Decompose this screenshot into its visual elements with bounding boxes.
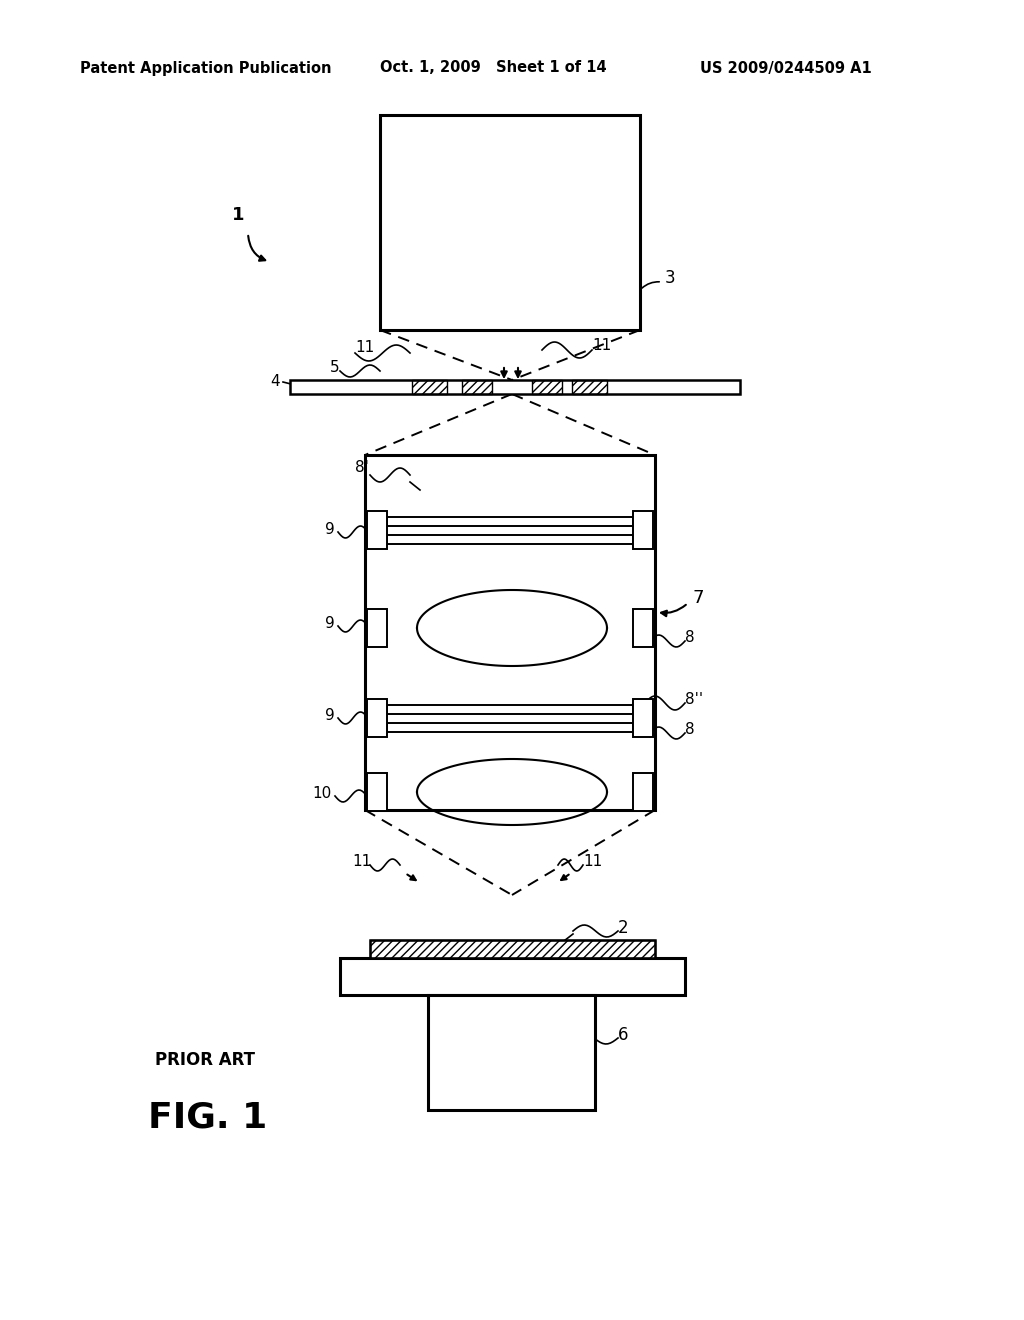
Text: 11: 11 xyxy=(355,341,374,355)
Text: 2: 2 xyxy=(618,919,629,937)
Bar xyxy=(633,511,653,549)
Text: 4: 4 xyxy=(270,375,280,389)
Text: 6: 6 xyxy=(618,1026,629,1044)
Bar xyxy=(572,380,607,393)
Text: 11: 11 xyxy=(352,854,372,870)
Bar xyxy=(290,380,740,393)
Text: 8: 8 xyxy=(685,722,694,738)
Text: 8': 8' xyxy=(355,461,369,475)
Text: PRIOR ART: PRIOR ART xyxy=(155,1051,255,1069)
Text: 11: 11 xyxy=(592,338,611,352)
Text: 11: 11 xyxy=(583,854,602,870)
Text: FIG. 1: FIG. 1 xyxy=(148,1101,267,1135)
Bar xyxy=(370,940,655,958)
Text: Oct. 1, 2009   Sheet 1 of 14: Oct. 1, 2009 Sheet 1 of 14 xyxy=(380,61,606,75)
Bar xyxy=(387,722,633,731)
Text: 5: 5 xyxy=(330,359,340,375)
Text: 8'': 8'' xyxy=(685,693,703,708)
Bar xyxy=(387,705,633,714)
Bar xyxy=(532,380,562,393)
Text: US 2009/0244509 A1: US 2009/0244509 A1 xyxy=(700,61,871,75)
Text: Patent Application Publication: Patent Application Publication xyxy=(80,61,332,75)
Bar xyxy=(367,609,387,647)
Text: 8: 8 xyxy=(685,631,694,645)
Bar xyxy=(633,774,653,810)
Text: 9: 9 xyxy=(325,615,335,631)
Bar xyxy=(633,700,653,737)
Text: 7: 7 xyxy=(692,589,703,607)
Text: 3: 3 xyxy=(665,269,676,286)
Text: 9: 9 xyxy=(325,708,335,722)
Text: 10: 10 xyxy=(312,785,331,800)
Bar xyxy=(387,516,633,525)
Bar xyxy=(462,380,492,393)
Bar xyxy=(428,995,595,1110)
Bar xyxy=(367,774,387,810)
Bar xyxy=(370,940,655,958)
Text: 1: 1 xyxy=(232,206,245,224)
Bar xyxy=(387,535,633,544)
Bar xyxy=(367,511,387,549)
Bar xyxy=(633,609,653,647)
Bar xyxy=(340,958,685,995)
Bar xyxy=(365,455,655,810)
Bar xyxy=(380,115,640,330)
Bar xyxy=(367,700,387,737)
Text: 9: 9 xyxy=(325,523,335,537)
Bar xyxy=(412,380,447,393)
